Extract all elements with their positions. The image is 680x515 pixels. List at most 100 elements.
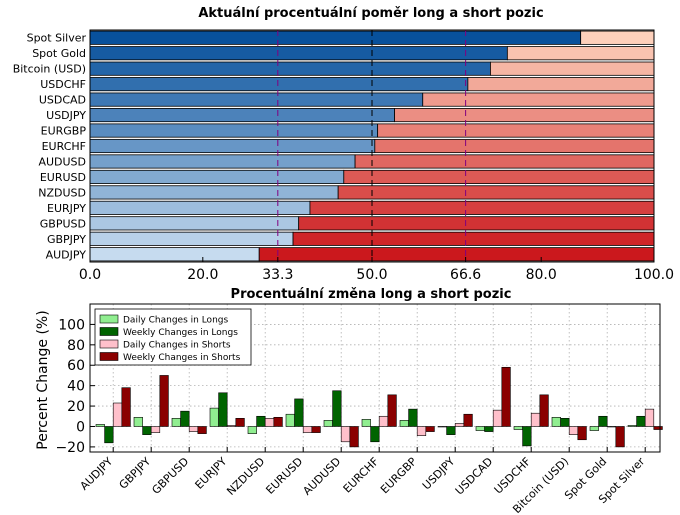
short-bar bbox=[580, 30, 655, 45]
long-bar bbox=[89, 231, 294, 246]
y-tick-label: −20 bbox=[55, 440, 85, 456]
change-bar bbox=[399, 420, 409, 427]
short-bar bbox=[337, 185, 655, 200]
long-bar bbox=[89, 154, 356, 169]
category-label: GBPJPY bbox=[117, 455, 154, 492]
short-bar bbox=[354, 154, 655, 169]
change-bar bbox=[188, 426, 199, 432]
short-bar bbox=[374, 138, 655, 154]
change-bar bbox=[437, 426, 447, 428]
short-bar bbox=[490, 61, 655, 76]
change-bar bbox=[522, 426, 532, 447]
short-bar bbox=[309, 200, 655, 215]
change-plot-frame bbox=[89, 303, 661, 453]
category-label: EURUSD bbox=[40, 171, 86, 184]
long-bar bbox=[89, 61, 491, 76]
change-bar bbox=[294, 398, 304, 427]
change-bar bbox=[378, 415, 389, 427]
y-tick-label: 0 bbox=[76, 419, 85, 435]
change-bar bbox=[256, 415, 266, 427]
change-bar bbox=[302, 426, 313, 433]
short-bar bbox=[467, 77, 655, 92]
category-label: EURJPY bbox=[193, 455, 230, 492]
y-tick-label: 40 bbox=[67, 379, 85, 395]
long-bar bbox=[89, 169, 345, 184]
change-bar bbox=[484, 426, 494, 432]
y-tick-label: 60 bbox=[67, 358, 85, 374]
change-bar bbox=[323, 420, 333, 427]
category-label: USDCHF bbox=[40, 78, 86, 91]
change-bar bbox=[340, 426, 351, 443]
category-label: NZDUSD bbox=[38, 186, 86, 199]
category-label: EURUSD bbox=[263, 455, 305, 497]
legend-label: Weekly Changes in Shorts bbox=[123, 353, 241, 363]
short-bar bbox=[506, 46, 655, 61]
change-bar bbox=[627, 425, 637, 427]
category-label: GBPUSD bbox=[40, 217, 86, 230]
short-bar bbox=[394, 108, 655, 123]
category-label: USDJPY bbox=[420, 455, 458, 493]
y-tick-label: 80 bbox=[67, 338, 85, 354]
category-label: NZDUSD bbox=[224, 455, 267, 498]
change-bar bbox=[589, 426, 599, 431]
change-bar bbox=[95, 424, 105, 427]
category-label: AUDJPY bbox=[46, 248, 87, 261]
long-bar bbox=[89, 108, 395, 123]
legend-label: Weekly Changes in Longs bbox=[123, 328, 238, 338]
category-label: Bitcoin (USD) bbox=[13, 63, 86, 76]
change-bar bbox=[598, 415, 608, 427]
change-bar bbox=[475, 426, 485, 431]
change-bar bbox=[577, 426, 587, 441]
x-tick-label: 20.0 bbox=[187, 267, 218, 283]
category-label: EURJPY bbox=[47, 202, 86, 215]
change-chart-title: Procentuální změna long a short pozic bbox=[231, 287, 512, 302]
long-bar bbox=[89, 123, 379, 138]
long-bar bbox=[89, 216, 300, 231]
short-bar bbox=[292, 231, 655, 246]
legend-swatch bbox=[99, 314, 119, 324]
change-bar bbox=[180, 410, 190, 427]
change-bar bbox=[159, 375, 169, 427]
legend-label: Daily Changes in Shorts bbox=[123, 341, 231, 351]
change-bar bbox=[247, 426, 257, 434]
legend-swatch bbox=[99, 327, 119, 336]
change-bar bbox=[615, 426, 625, 448]
long-bar bbox=[89, 30, 582, 45]
short-bar bbox=[422, 92, 655, 107]
change-bar bbox=[121, 387, 131, 427]
change-bar bbox=[454, 423, 465, 427]
change-bar bbox=[606, 426, 617, 428]
change-bar bbox=[104, 426, 114, 444]
change-bar bbox=[530, 412, 541, 427]
long-bar bbox=[89, 247, 260, 262]
change-bar bbox=[264, 418, 275, 427]
category-label: Spot Gold bbox=[32, 47, 86, 60]
change-bar bbox=[150, 426, 161, 433]
category-label: GBPUSD bbox=[149, 455, 191, 497]
short-bar bbox=[298, 216, 655, 231]
change-bar bbox=[416, 426, 427, 436]
change-bar bbox=[425, 426, 435, 432]
category-label: USDCAD bbox=[453, 455, 496, 498]
x-tick-label: 50.0 bbox=[356, 267, 387, 283]
x-tick-label: 100.0 bbox=[634, 267, 674, 283]
change-bar bbox=[332, 390, 342, 427]
x-tick-label: 80.0 bbox=[526, 267, 557, 283]
change-bar bbox=[112, 402, 123, 427]
ratio-chart: Spot Silver Spot Gold Bitcoin (USD) USDCHF U… bbox=[13, 29, 674, 283]
change-bar bbox=[285, 413, 295, 427]
category-label: Spot Silver bbox=[27, 32, 87, 45]
change-bar bbox=[539, 394, 549, 427]
short-bar bbox=[343, 169, 655, 184]
change-bar bbox=[226, 425, 237, 427]
y-tick-label: 20 bbox=[67, 399, 85, 415]
category-label: USDCAD bbox=[39, 94, 86, 107]
change-bar bbox=[209, 407, 219, 427]
long-bar bbox=[89, 185, 339, 200]
category-label: USDJPY bbox=[46, 109, 86, 122]
category-label: GBPJPY bbox=[47, 233, 86, 246]
category-label: AUDJPY bbox=[78, 455, 116, 493]
change-bar bbox=[568, 426, 579, 435]
category-label: AUDUSD bbox=[38, 155, 86, 168]
